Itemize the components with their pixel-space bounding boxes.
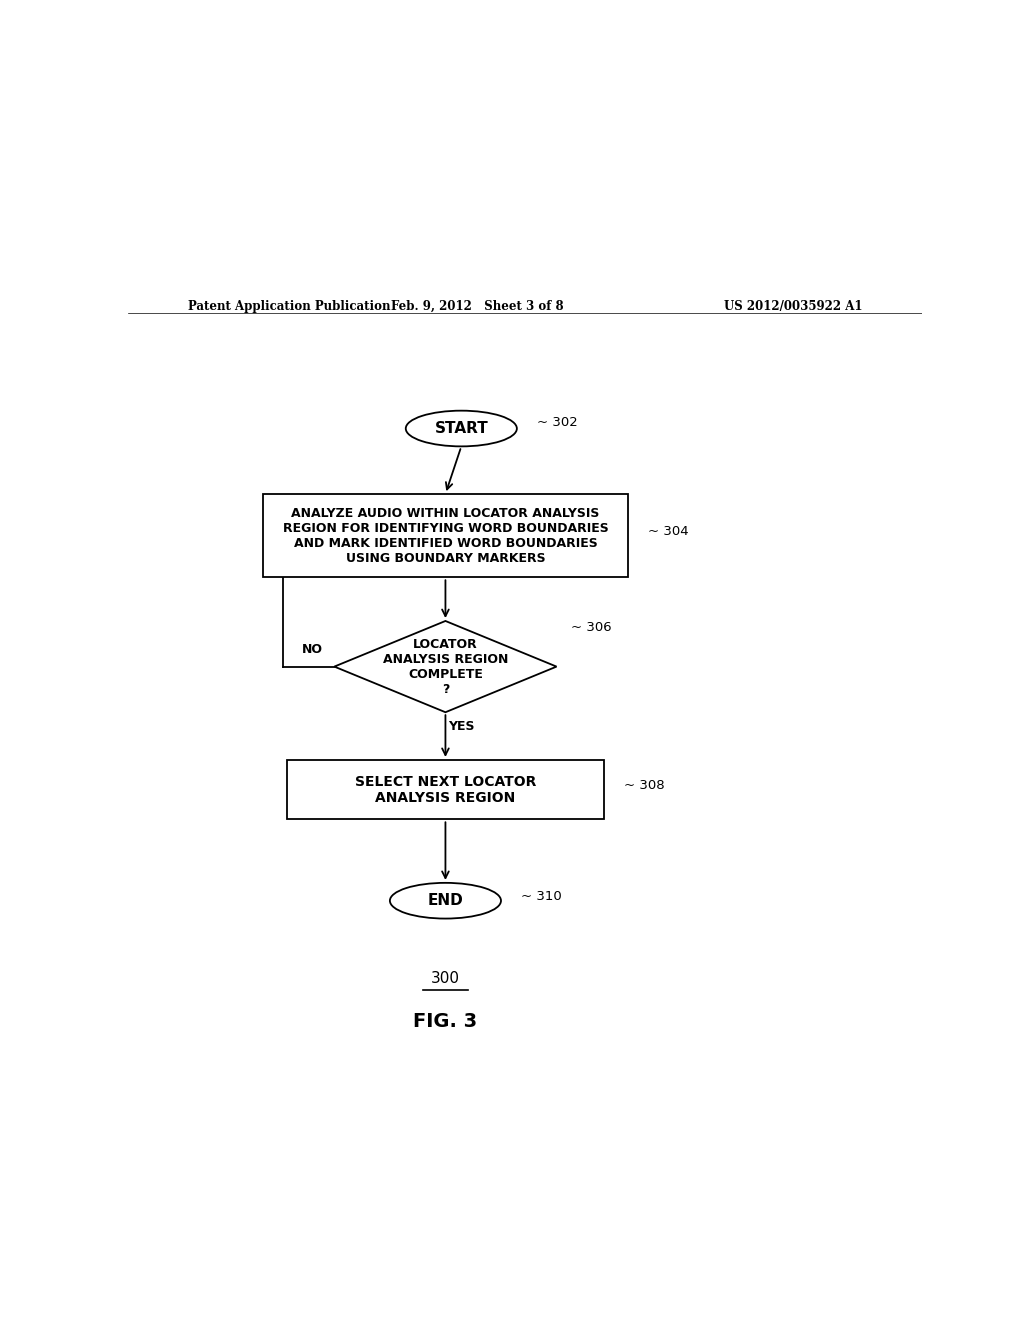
Text: 300: 300 xyxy=(431,972,460,986)
Text: ANALYZE AUDIO WITHIN LOCATOR ANALYSIS
REGION FOR IDENTIFYING WORD BOUNDARIES
AND: ANALYZE AUDIO WITHIN LOCATOR ANALYSIS RE… xyxy=(283,507,608,565)
Text: NO: NO xyxy=(301,643,323,656)
Text: END: END xyxy=(428,894,463,908)
Text: ~ 306: ~ 306 xyxy=(570,620,611,634)
Polygon shape xyxy=(334,620,557,713)
Text: START: START xyxy=(434,421,488,436)
Bar xyxy=(287,760,604,820)
Text: ~ 308: ~ 308 xyxy=(624,779,665,792)
Text: LOCATOR
ANALYSIS REGION
COMPLETE
?: LOCATOR ANALYSIS REGION COMPLETE ? xyxy=(383,638,508,696)
Text: YES: YES xyxy=(449,721,474,733)
Ellipse shape xyxy=(390,883,501,919)
Text: US 2012/0035922 A1: US 2012/0035922 A1 xyxy=(724,300,862,313)
Text: FIG. 3: FIG. 3 xyxy=(414,1012,477,1031)
Text: ~ 302: ~ 302 xyxy=(537,416,578,429)
Text: Patent Application Publication: Patent Application Publication xyxy=(187,300,390,313)
Ellipse shape xyxy=(406,411,517,446)
Text: Feb. 9, 2012   Sheet 3 of 8: Feb. 9, 2012 Sheet 3 of 8 xyxy=(391,300,563,313)
Text: SELECT NEXT LOCATOR
ANALYSIS REGION: SELECT NEXT LOCATOR ANALYSIS REGION xyxy=(354,775,537,805)
Text: ~ 304: ~ 304 xyxy=(648,525,688,539)
Text: ~ 310: ~ 310 xyxy=(521,890,561,903)
Bar xyxy=(263,494,628,577)
